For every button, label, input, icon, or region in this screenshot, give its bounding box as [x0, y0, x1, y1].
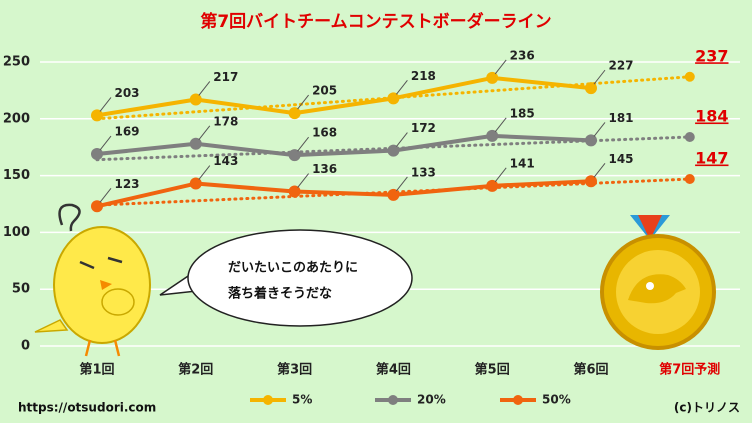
leader-line [396, 132, 408, 147]
legend-marker [388, 395, 398, 405]
leader-line [396, 80, 408, 95]
x-tick-label: 第3回 [277, 362, 312, 378]
data-label: 181 [608, 111, 633, 125]
legend-label: 20% [417, 393, 446, 407]
forecast-point [684, 174, 695, 185]
data-label: 133 [411, 165, 436, 179]
data-label: 218 [411, 69, 436, 83]
leader-line [99, 187, 112, 203]
data-point [486, 179, 499, 192]
y-tick-label: 100 [3, 225, 30, 240]
data-point [387, 144, 400, 157]
x-tick-label: 第7回予測 [659, 362, 720, 378]
data-point [288, 185, 301, 198]
data-point [288, 149, 301, 162]
leader-line [198, 125, 211, 141]
leader-line [198, 165, 211, 180]
series-line [96, 75, 592, 118]
series-line [96, 179, 592, 209]
leader-line [297, 136, 309, 152]
grid [40, 61, 740, 347]
source: https://otsudori.com [18, 401, 156, 415]
y-tick-label: 200 [3, 111, 30, 126]
leader-line [593, 69, 606, 85]
leader-line [593, 162, 606, 178]
data-label: 217 [213, 70, 238, 84]
data-label: 227 [608, 59, 633, 73]
leader-line [593, 122, 606, 137]
data-label: 236 [510, 48, 535, 62]
legend-label: 5% [292, 393, 312, 407]
x-tick-label: 第2回 [178, 362, 213, 378]
data-point [387, 92, 400, 105]
forecast-label: 147 [695, 149, 728, 168]
legend-marker [263, 395, 273, 405]
data-label: 178 [213, 114, 238, 128]
data-point [585, 175, 597, 188]
legend-marker [513, 395, 523, 405]
forecast-point [684, 71, 695, 82]
forecast-point [684, 131, 695, 142]
data-point [585, 134, 597, 147]
data-label: 141 [510, 156, 535, 170]
data-label: 203 [114, 86, 139, 100]
data-point [91, 148, 103, 161]
leader-line [494, 59, 507, 75]
chick-illustration [34, 203, 151, 357]
x-tick-label: 第5回 [475, 362, 510, 378]
legend-label: 50% [542, 393, 571, 407]
x-tick-label: 第4回 [376, 362, 411, 378]
forecast-label: 237 [695, 46, 728, 65]
leader-line [494, 117, 507, 133]
y-tick-label: 50 [12, 282, 30, 297]
data-point [91, 109, 103, 122]
medal-illustration [600, 215, 716, 350]
data-label: 143 [213, 154, 238, 168]
data-label: 169 [114, 125, 139, 139]
data-label: 145 [608, 152, 633, 166]
data-point [189, 93, 202, 106]
leader-line [99, 135, 112, 151]
x-tick-label: 第1回 [79, 362, 114, 378]
leader-line [198, 81, 211, 96]
chart-title: 第7回バイトチームコンテストボーダーライン [200, 11, 551, 32]
speech-bubble [159, 229, 413, 327]
data-label: 168 [312, 126, 337, 140]
forecast-label: 184 [695, 106, 728, 125]
data-point [387, 188, 400, 201]
y-tick-label: 0 [21, 339, 30, 354]
y-tick-label: 250 [3, 55, 30, 70]
annotation: だいたいこのあたりに [228, 261, 358, 276]
data-label: 205 [312, 84, 337, 98]
data-label: 172 [411, 121, 436, 135]
leader-line [396, 176, 408, 192]
data-point [91, 200, 103, 213]
data-label: 185 [510, 106, 535, 120]
leader-line [494, 167, 507, 183]
data-point [189, 137, 202, 150]
leader-line [297, 94, 309, 110]
data-point [486, 71, 499, 84]
series-line [96, 133, 592, 158]
data-point [288, 107, 301, 120]
data-point [585, 82, 597, 95]
leader-line [99, 97, 112, 112]
leader-line [297, 173, 309, 188]
data-point [486, 129, 499, 142]
y-tick-label: 150 [3, 168, 30, 183]
data-point [189, 177, 202, 190]
annotation: 落ち着きそうだな [228, 286, 332, 302]
data-label: 136 [312, 162, 337, 176]
credit: (c)トリノス [674, 401, 740, 415]
data-label: 123 [114, 177, 139, 191]
x-tick-label: 第6回 [573, 362, 608, 378]
